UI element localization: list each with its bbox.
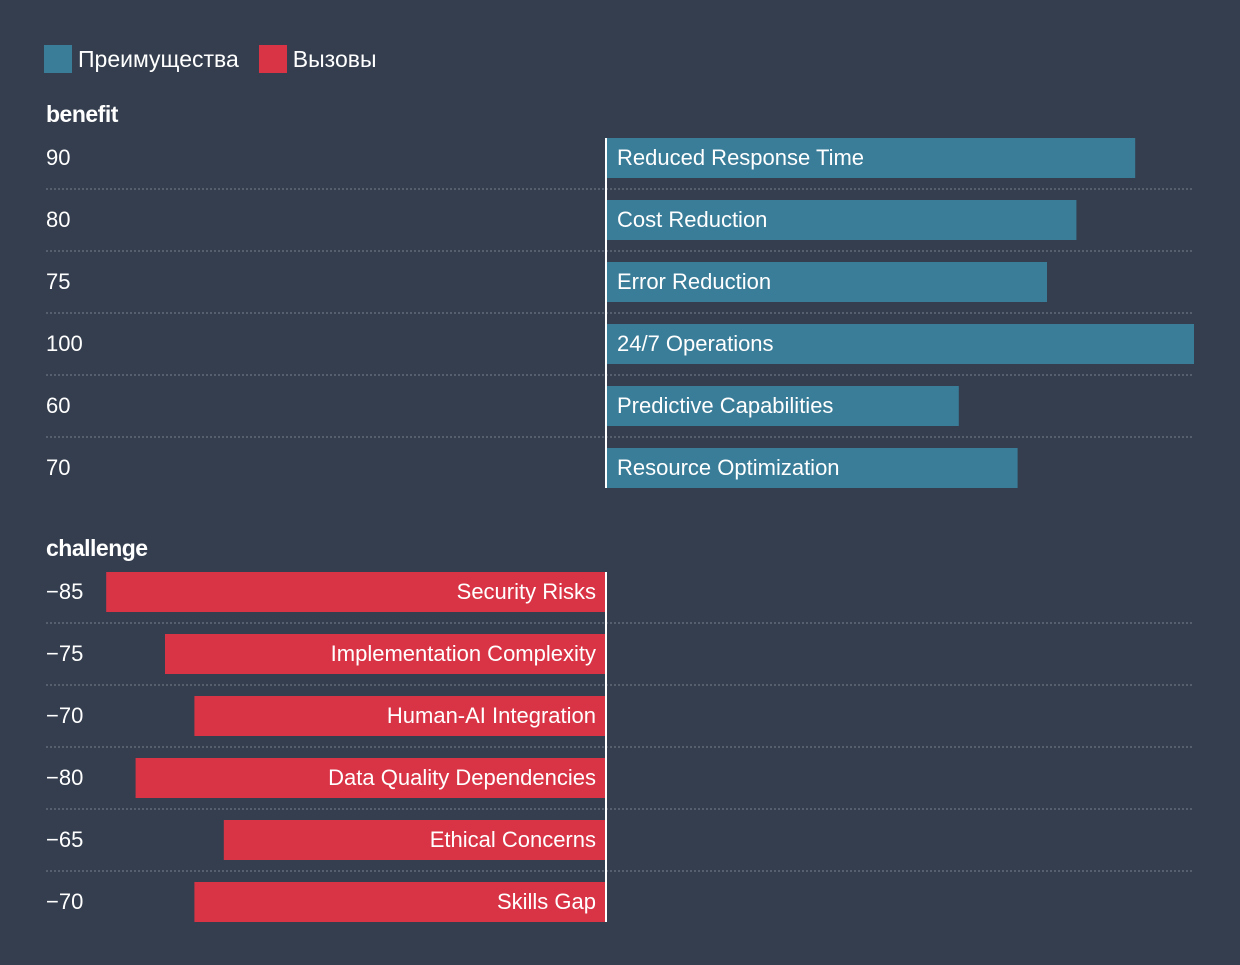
value-label-24-7-operations: 100 [46, 331, 83, 356]
bar-human-ai-integration [194, 696, 606, 736]
group-title-challenge: challenge [46, 535, 148, 561]
value-label-reduced-response-time: 90 [46, 145, 70, 170]
bar-label-ethical-concerns: Ethical Concerns [430, 827, 596, 852]
value-label-resource-optimization: 70 [46, 455, 70, 480]
value-label-error-reduction: 75 [46, 269, 70, 294]
legend-item-benefits[interactable]: Преимущества [44, 45, 239, 73]
bar-label-resource-optimization: Resource Optimization [617, 455, 840, 480]
value-label-skills-gap: −70 [46, 889, 83, 914]
bar-label-error-reduction: Error Reduction [617, 269, 771, 294]
legend-swatch-challenges [258, 45, 287, 73]
bar-error-reduction [606, 262, 1047, 302]
bar-label-security-risks: Security Risks [457, 579, 596, 604]
value-label-ethical-concerns: −65 [46, 827, 83, 852]
bar-label-reduced-response-time: Reduced Response Time [617, 145, 864, 170]
bar-label-24-7-operations: 24/7 Operations [617, 331, 774, 356]
bar-label-skills-gap: Skills Gap [497, 889, 596, 914]
group-title-benefit: benefit [46, 101, 119, 127]
bar-reduced-response-time [606, 138, 1136, 178]
value-label-cost-reduction: 80 [46, 207, 70, 232]
bar-data-quality-dependencies [135, 758, 606, 798]
value-label-implementation-complexity: −75 [46, 641, 83, 666]
legend-label-benefits: Преимущества [78, 45, 239, 72]
legend-swatch-benefits [44, 45, 72, 73]
value-label-security-risks: −85 [46, 579, 83, 604]
bar-24-7-operations [606, 324, 1194, 364]
legend-item-challenges[interactable]: Вызовы [258, 45, 377, 73]
bar-predictive-capabilities [606, 386, 959, 426]
value-label-data-quality-dependencies: −80 [46, 765, 83, 790]
bar-security-risks [106, 572, 606, 612]
value-label-human-ai-integration: −70 [46, 703, 83, 728]
legend: Преимущества Вызовы [44, 44, 396, 74]
bar-ethical-concerns [223, 820, 607, 860]
bar-skills-gap [194, 882, 606, 922]
bar-label-data-quality-dependencies: Data Quality Dependencies [328, 765, 596, 790]
bar-label-implementation-complexity: Implementation Complexity [331, 641, 596, 666]
bar-label-predictive-capabilities: Predictive Capabilities [617, 393, 833, 418]
value-label-predictive-capabilities: 60 [46, 393, 70, 418]
legend-label-challenges: Вызовы [292, 45, 377, 72]
bar-label-cost-reduction: Cost Reduction [617, 207, 767, 232]
bar-label-human-ai-integration: Human-AI Integration [387, 703, 596, 728]
bar-cost-reduction [606, 200, 1077, 240]
bar-implementation-complexity [165, 634, 606, 674]
bar-resource-optimization [606, 448, 1018, 488]
